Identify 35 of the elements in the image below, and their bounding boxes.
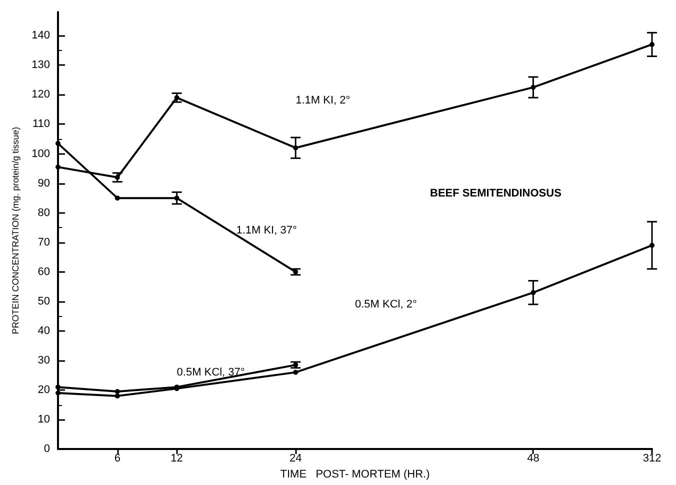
text: 1.1M KI, 2° [296, 94, 350, 107]
y-tick-label: 120 [32, 88, 50, 101]
x-tick-label: 12 [170, 452, 183, 465]
y-tick-label: 40 [38, 324, 50, 337]
series-label: 0.5M KCl, 2° [355, 298, 417, 310]
y-tick-label: 70 [38, 236, 50, 248]
y-tick-label: 50 [38, 295, 50, 308]
y-tick-label: 0 [44, 443, 50, 456]
point [114, 393, 120, 398]
y-tick-label: 30 [38, 354, 50, 366]
point [56, 390, 60, 396]
y-tick-label: 60 [38, 266, 50, 278]
point [114, 196, 120, 201]
x-tick-label: 48 [527, 452, 540, 465]
series-label: 0.5M KCl, 37° [176, 366, 245, 378]
point [56, 140, 60, 146]
point [293, 370, 298, 375]
point [56, 384, 60, 390]
y-tick-label: 20 [38, 384, 50, 396]
y-tick-label: 130 [32, 59, 50, 72]
y-axis-title: PROTEIN CONCENTRATION (mg. protein/g tissue) [10, 126, 20, 334]
text: BEEF SEMITENDINOSUS [430, 188, 562, 200]
point [56, 164, 60, 170]
y-tick-label: 10 [38, 414, 50, 426]
y-tick-label: 80 [38, 206, 50, 219]
x-tick-label: 312 [642, 452, 662, 465]
x-tick-label: 6 [114, 452, 120, 465]
y-tick-label: 110 [32, 118, 50, 130]
x-tick-label: 24 [289, 452, 302, 465]
x-axis-title: TIME POST- MORTEM (HR.) [280, 468, 430, 480]
point [114, 389, 120, 394]
series-label: 1.1M KI, 37° [236, 224, 297, 237]
y-tick-label: 90 [38, 177, 50, 190]
y-tick-label: 140 [32, 30, 50, 42]
y-tick-label: 100 [32, 148, 50, 160]
